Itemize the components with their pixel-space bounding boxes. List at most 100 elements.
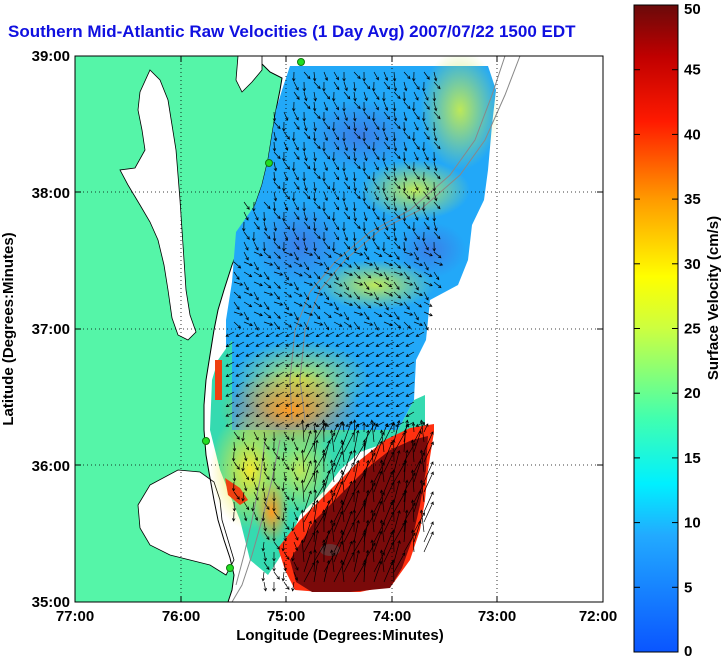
velocity-vector xyxy=(272,491,276,502)
velocity-vector xyxy=(253,511,259,522)
velocity-vector xyxy=(403,429,408,453)
velocity-vector xyxy=(345,351,355,357)
velocity-vector xyxy=(295,381,305,387)
velocity-vector xyxy=(263,301,270,311)
velocity-vector xyxy=(273,511,280,520)
velocity-vector xyxy=(375,391,385,397)
velocity-vector xyxy=(293,441,299,451)
velocity-vector xyxy=(303,301,312,308)
velocity-vector xyxy=(283,431,290,441)
velocity-vector xyxy=(303,501,315,523)
velocity-vector xyxy=(333,221,340,231)
velocity-vector xyxy=(273,161,278,172)
velocity-vector xyxy=(243,311,249,321)
velocity-vector xyxy=(283,251,294,257)
velocity-vector xyxy=(372,231,376,242)
velocity-vector xyxy=(383,261,393,267)
velocity-vector xyxy=(382,91,386,102)
velocity-vector xyxy=(283,201,289,211)
velocity-vector xyxy=(353,191,361,200)
velocity-vector xyxy=(325,341,335,347)
velocity-vector xyxy=(333,423,339,433)
velocity-vector xyxy=(411,529,415,553)
velocity-vector xyxy=(393,251,400,260)
velocity-vector xyxy=(261,481,265,492)
velocity-vector xyxy=(253,211,259,221)
velocity-vector xyxy=(353,271,361,280)
velocity-vector xyxy=(370,509,375,533)
velocity-vector xyxy=(373,422,378,433)
velocity-vector xyxy=(243,281,249,291)
velocity-vector xyxy=(403,261,412,269)
velocity-vector xyxy=(362,101,366,112)
velocity-vector xyxy=(263,441,270,451)
velocity-vector xyxy=(303,423,309,433)
velocity-vector xyxy=(362,422,366,433)
velocity-vector xyxy=(313,512,326,533)
radar-station xyxy=(265,159,273,167)
velocity-vector xyxy=(293,291,303,297)
velocity-vector xyxy=(283,281,294,287)
velocity-vector xyxy=(245,391,255,397)
velocity-vector xyxy=(235,331,245,337)
velocity-vector xyxy=(403,161,411,170)
velocity-vector xyxy=(313,191,317,202)
velocity-vector xyxy=(265,371,275,377)
velocity-vector xyxy=(225,391,235,397)
velocity-vector xyxy=(322,201,326,212)
velocity-vector xyxy=(303,151,308,162)
velocity-vector xyxy=(383,111,391,120)
velocity-vector xyxy=(343,461,355,483)
velocity-vector xyxy=(343,81,348,92)
velocity-vector xyxy=(363,291,374,296)
velocity-vector xyxy=(313,241,317,252)
velocity-vector xyxy=(251,471,255,482)
velocity-vector xyxy=(323,271,334,276)
velocity-vector xyxy=(353,91,357,102)
velocity-vector xyxy=(413,91,419,101)
velocity-vector xyxy=(313,281,321,290)
velocity-vector xyxy=(255,411,265,417)
velocity-vector xyxy=(363,141,371,150)
velocity-vector xyxy=(382,211,386,222)
velocity-vector xyxy=(393,311,400,321)
velocity-vector xyxy=(255,381,265,387)
velocity-vector xyxy=(282,241,286,252)
velocity-vector xyxy=(303,251,314,256)
velocity-vector xyxy=(412,191,416,202)
velocity-vector xyxy=(225,361,235,367)
velocity-vector xyxy=(373,291,379,301)
velocity-vector xyxy=(403,251,414,256)
velocity-vector xyxy=(275,391,285,397)
velocity-vector xyxy=(335,381,345,387)
velocity-vector xyxy=(303,121,308,132)
velocity-vector xyxy=(365,401,375,407)
velocity-vector xyxy=(355,401,365,407)
velocity-vector xyxy=(313,439,319,463)
velocity-vector xyxy=(253,321,259,331)
velocity-vector xyxy=(403,221,411,230)
velocity-vector xyxy=(392,221,397,232)
velocity-vector xyxy=(413,201,420,210)
velocity-vector xyxy=(383,321,393,327)
velocity-vector xyxy=(385,391,395,397)
velocity-vector xyxy=(423,151,429,161)
velocity-vector xyxy=(403,281,414,286)
velocity-vector xyxy=(353,111,357,122)
velocity-vector xyxy=(395,371,405,377)
velocity-vector xyxy=(313,482,326,503)
colorbar-tick-label: 45 xyxy=(684,62,701,79)
velocity-vector xyxy=(303,261,310,271)
velocity-vector xyxy=(373,461,385,483)
velocity-vector xyxy=(275,381,285,387)
velocity-vector xyxy=(335,351,345,357)
velocity-vector xyxy=(362,131,366,142)
velocity-vector xyxy=(293,311,299,321)
velocity-vector xyxy=(373,251,383,257)
velocity-vector xyxy=(423,181,429,191)
velocity-vector xyxy=(403,81,408,92)
velocity-vector xyxy=(383,231,390,240)
velocity-vector xyxy=(413,251,419,261)
velocity-vector xyxy=(282,181,286,192)
velocity-vector xyxy=(323,211,331,220)
